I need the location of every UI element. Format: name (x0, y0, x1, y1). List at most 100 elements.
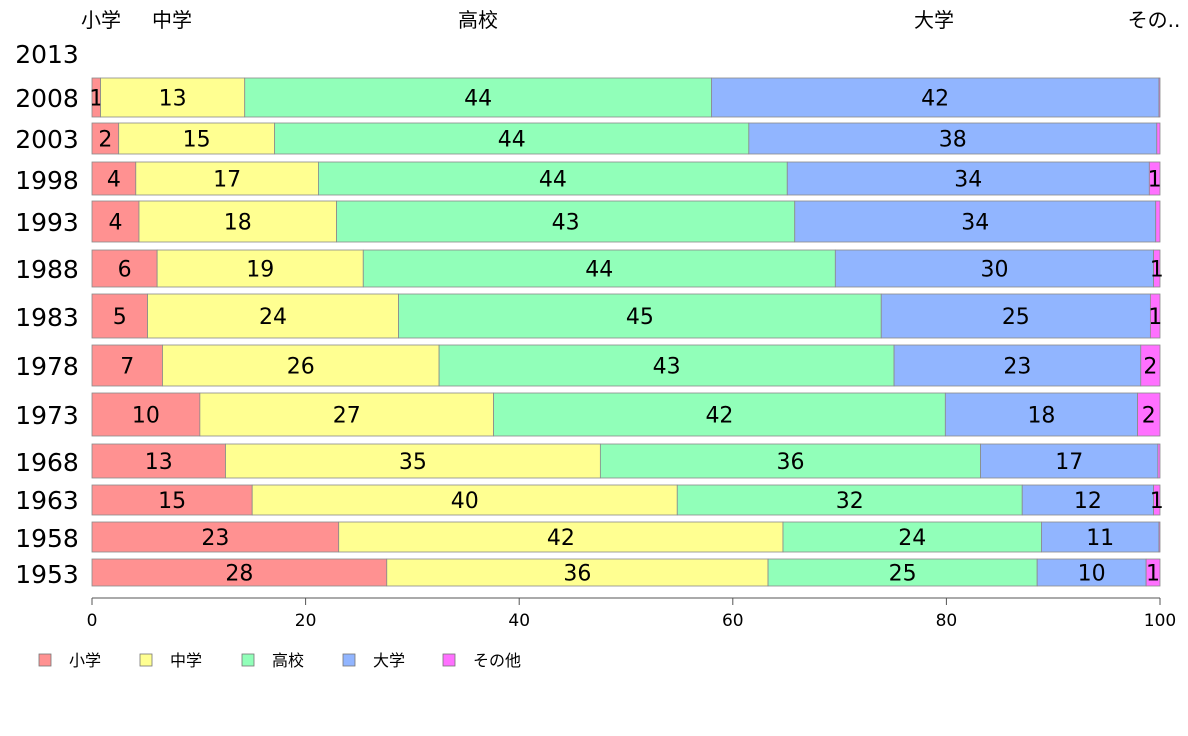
data-label: 2 (1142, 404, 1156, 429)
bar-segment (91, 521, 340, 553)
data-label: 28 (225, 562, 253, 587)
data-label: 23 (201, 526, 229, 551)
data-label: 2 (1143, 355, 1157, 380)
bar-segment (599, 443, 981, 479)
bar-segment (91, 122, 120, 155)
legend-label: 大学 (373, 651, 405, 670)
bar-segment (794, 200, 1157, 243)
data-label: 17 (213, 168, 241, 193)
bars: 1 13 44 422 15 44 384 17 44 34 14 18 43 346 19 44 30 15 24… (89, 77, 1164, 587)
data-label: 15 (158, 489, 186, 514)
bar-segment (386, 558, 769, 587)
bar-segment (91, 249, 158, 288)
data-label: 36 (563, 562, 591, 587)
data-label: 13 (145, 450, 173, 475)
bar-segment (786, 161, 1150, 196)
bar-segment (147, 293, 399, 339)
year-label: 1973 (15, 401, 79, 430)
bar-segment (338, 521, 784, 553)
year-label: 1953 (15, 560, 79, 589)
data-label: 11 (1086, 526, 1114, 551)
bar-segment (1158, 521, 1161, 553)
data-label: 42 (705, 404, 733, 429)
bar-segment (1145, 558, 1161, 587)
data-label: 2 (98, 128, 112, 153)
bar-segment (91, 344, 163, 387)
data-label: 7 (120, 355, 134, 380)
column-header: その.. (1128, 8, 1181, 32)
year-label: 1968 (15, 448, 79, 477)
data-label: 44 (585, 258, 613, 283)
column-header: 中学 (152, 8, 192, 32)
data-label: 36 (776, 450, 804, 475)
bar-segment (834, 249, 1154, 288)
data-label: 34 (954, 168, 982, 193)
data-label: 10 (1078, 562, 1106, 587)
data-label: 17 (1055, 450, 1083, 475)
legend-swatch (139, 653, 153, 667)
data-label: 15 (183, 128, 211, 153)
legend-swatch (442, 653, 456, 667)
bar-segment (398, 293, 882, 339)
data-label: 42 (547, 526, 575, 551)
bar-segment (1140, 344, 1161, 387)
data-label: 13 (159, 87, 187, 112)
bar-segment (893, 344, 1142, 387)
bar-segment (1149, 293, 1161, 339)
year-label: 1978 (15, 352, 79, 381)
data-label: 45 (626, 305, 654, 330)
bar-segment (91, 558, 388, 587)
year-labels: 2013 2008 2003 1998 1993 1988 1983 1978 1973 1968… (15, 40, 79, 589)
year-label: 1958 (15, 524, 79, 553)
bar-segment (251, 484, 678, 516)
year-label: 1963 (15, 486, 79, 515)
bar-segment (1036, 558, 1147, 587)
bar-segment (748, 122, 1158, 155)
bar-segment (1021, 484, 1154, 516)
bar-segment (711, 77, 1160, 118)
data-label: 34 (961, 211, 989, 236)
x-tick-label: 100 (1144, 611, 1176, 631)
bar-segment (162, 344, 440, 387)
bar-segment (676, 484, 1023, 516)
data-label: 25 (1002, 305, 1030, 330)
bar-segment (1153, 484, 1161, 516)
column-header: 大学 (914, 8, 954, 32)
bar-segment (91, 443, 226, 479)
year-label: 2013 (15, 40, 79, 69)
data-label: 40 (451, 489, 479, 514)
data-label: 25 (889, 562, 917, 587)
x-tick-label: 20 (295, 611, 317, 631)
year-label: 2003 (15, 125, 79, 154)
bar-segment (1137, 392, 1161, 437)
data-label: 18 (1027, 404, 1055, 429)
data-label: 43 (653, 355, 681, 380)
x-axis: 0 20 40 60 80 100 (87, 597, 1176, 631)
data-label: 1 (1148, 168, 1162, 193)
bar-segment (362, 249, 836, 288)
bar-segment (767, 558, 1038, 587)
data-label: 32 (836, 489, 864, 514)
bar-segment (138, 200, 337, 243)
bar-segment (91, 161, 137, 196)
legend-swatch (38, 653, 52, 667)
x-tick-label: 80 (936, 611, 958, 631)
legend: 小学 中学 高校 大学 その他 (38, 651, 521, 670)
data-label: 10 (132, 404, 160, 429)
data-label: 4 (108, 211, 122, 236)
data-label: 5 (113, 305, 127, 330)
legend-swatch (241, 653, 255, 667)
data-label: 18 (224, 211, 252, 236)
bar-segment (118, 122, 276, 155)
data-label: 30 (980, 258, 1008, 283)
data-label: 19 (246, 258, 274, 283)
bar-segment (156, 249, 364, 288)
column-header: 高校 (458, 8, 498, 32)
data-label: 38 (939, 128, 967, 153)
bar-segment (91, 392, 201, 437)
data-label: 43 (552, 211, 580, 236)
year-label: 1983 (15, 303, 79, 332)
data-label: 23 (1003, 355, 1031, 380)
data-label: 24 (898, 526, 926, 551)
